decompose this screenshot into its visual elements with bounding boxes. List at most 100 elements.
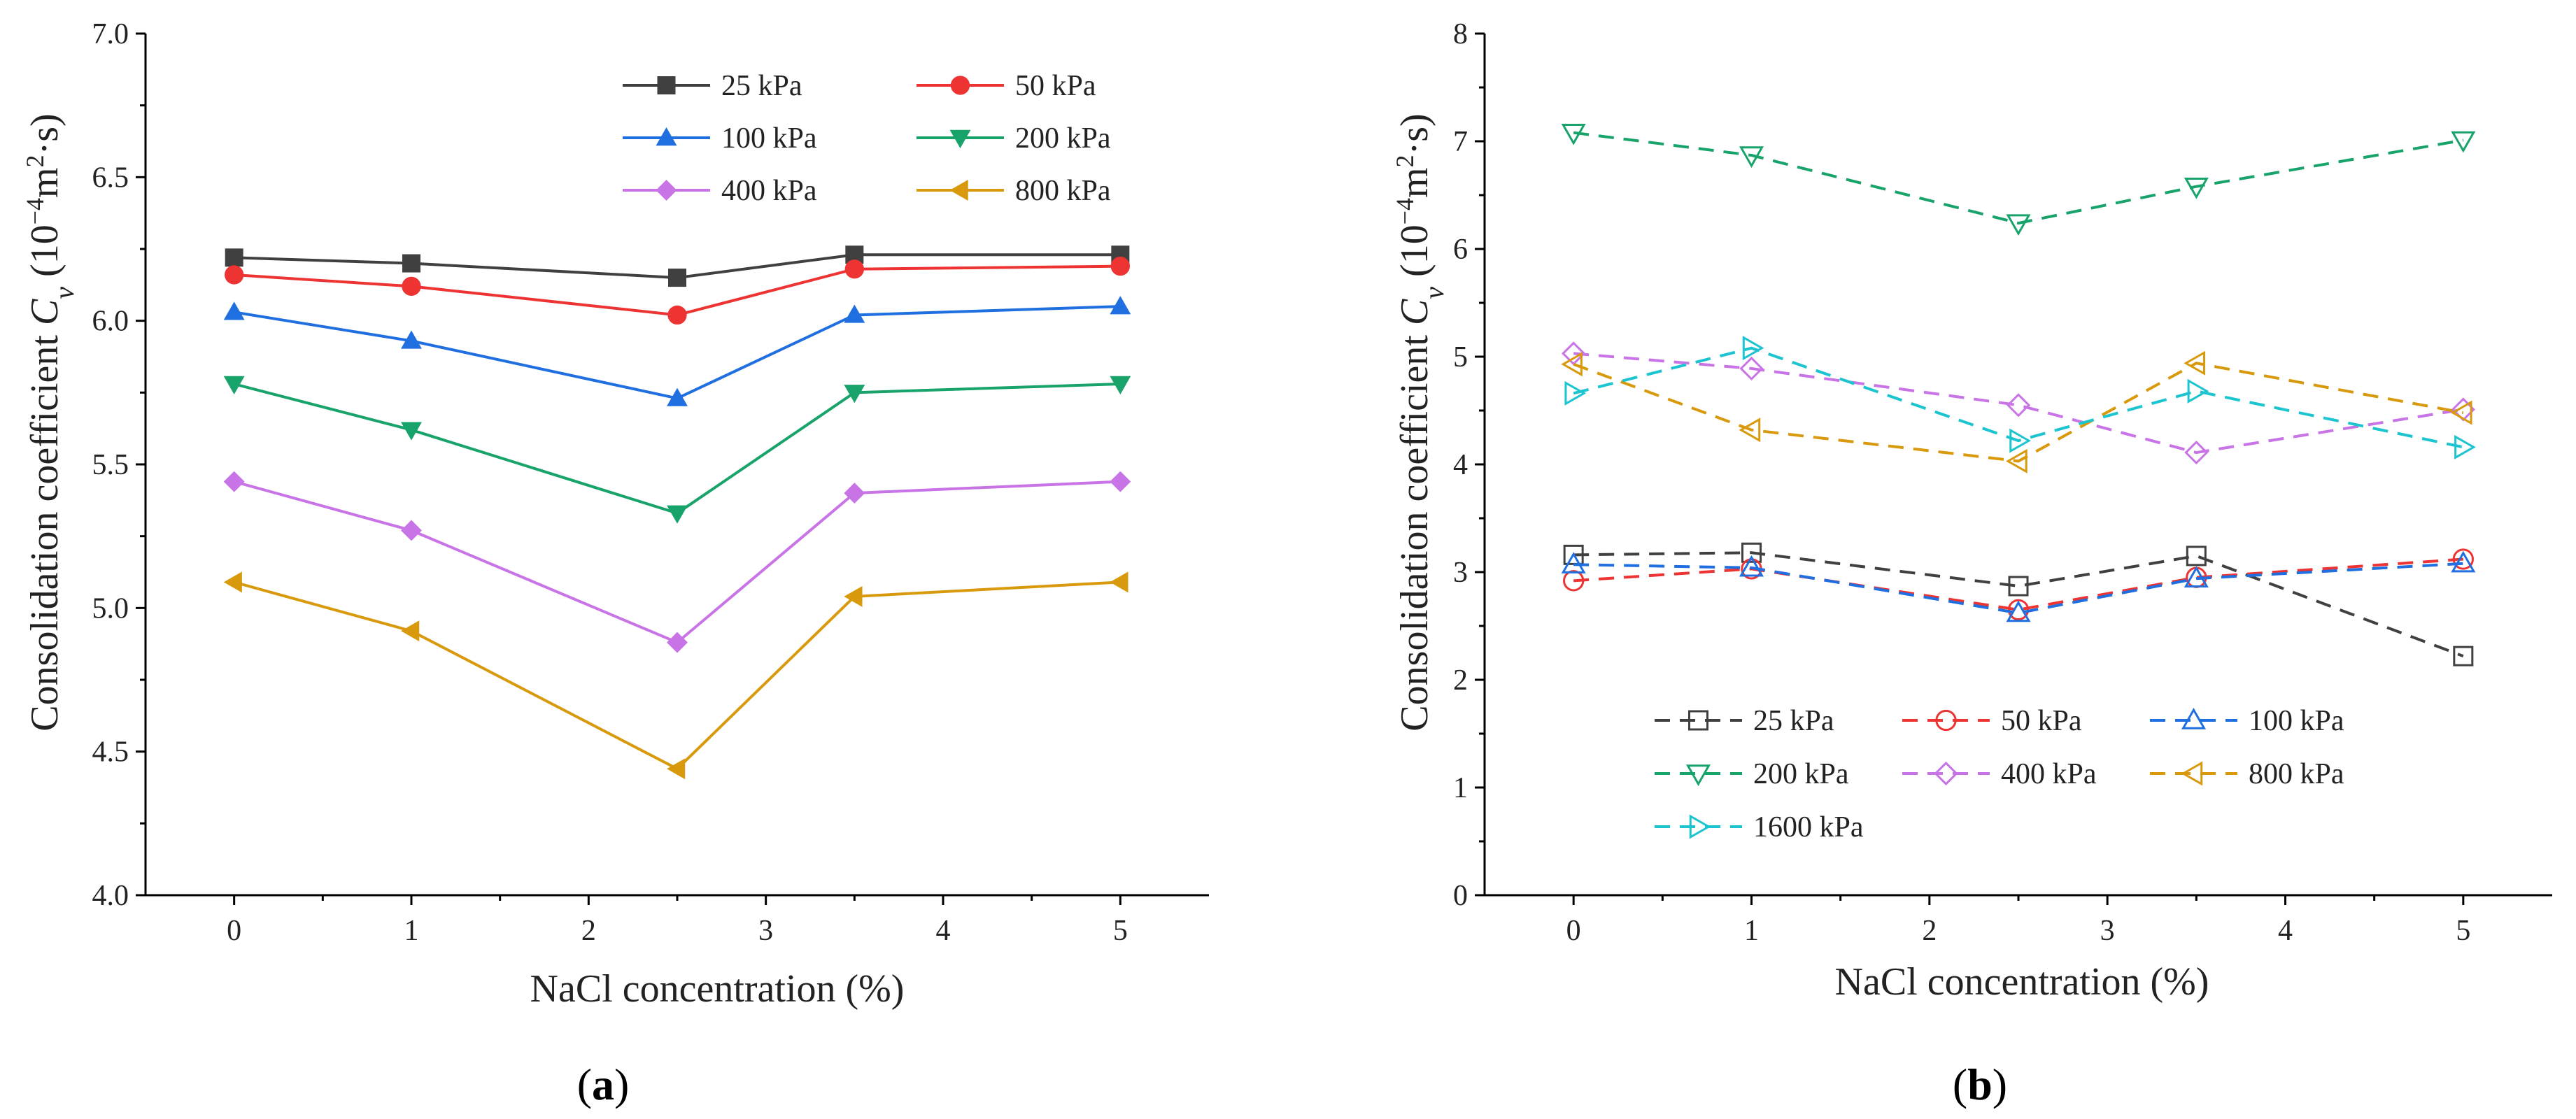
data-point	[844, 304, 865, 323]
legend-item: 100 kPa	[2150, 705, 2344, 737]
data-point	[1563, 544, 1584, 565]
data-point	[1561, 352, 1583, 377]
series-line	[1573, 557, 2463, 611]
legend-marker	[950, 76, 970, 95]
data-point	[2450, 400, 2472, 425]
data-point	[223, 571, 242, 593]
y-tick-label: 6	[1453, 234, 1468, 266]
data-point	[401, 330, 422, 349]
data-point	[1561, 123, 1586, 145]
series-line	[1573, 131, 2464, 225]
data-point	[401, 422, 422, 441]
y-tick-label: 4.5	[92, 736, 129, 769]
data-point	[667, 505, 688, 524]
data-point	[2451, 131, 2476, 153]
data-point	[401, 520, 422, 541]
data-point	[1110, 471, 1131, 492]
data-point	[223, 471, 245, 492]
y-tick-label: 6.0	[92, 306, 129, 338]
data-point	[2184, 177, 2209, 199]
data-point	[844, 259, 864, 279]
data-point	[2008, 576, 2029, 597]
data-point	[667, 632, 688, 653]
y-tick-label: 6.5	[92, 162, 129, 194]
data-point	[401, 620, 420, 642]
legend-marker	[1934, 761, 1958, 786]
data-point	[402, 276, 421, 297]
data-point	[1739, 356, 1764, 381]
legend-item: 200 kPa	[917, 122, 1111, 155]
series-line	[1573, 562, 2463, 615]
x-tick-label: 0	[227, 915, 241, 947]
x-tick-label: 2	[1922, 915, 1937, 947]
legend-marker	[949, 180, 968, 201]
legend-marker	[656, 180, 677, 201]
y-tick-label: 7	[1453, 126, 1468, 158]
data-point	[844, 483, 865, 504]
x-tick-label: 5	[2456, 915, 2470, 947]
data-point	[2006, 214, 2031, 236]
x-tick-label: 1	[1744, 915, 1759, 947]
data-point	[223, 301, 245, 320]
data-point	[2187, 378, 2209, 404]
data-point	[1739, 555, 1764, 577]
legend-marker	[1688, 710, 1708, 731]
legend: 25 kPa 50 kPa 100 kPa 200 kPa 400 kPa 800 kPa…	[1655, 705, 2344, 843]
legend-label: 400 kPa	[2001, 758, 2097, 790]
legend-label: 400 kPa	[721, 175, 817, 207]
data-point	[2453, 646, 2474, 667]
series-line	[1573, 346, 2464, 449]
data-point	[2454, 434, 2476, 459]
y-tick-label: 2	[1453, 664, 1468, 697]
data-point	[225, 265, 244, 285]
series-200-kpa	[223, 376, 1131, 524]
legend-item: 200 kPa	[1655, 758, 1849, 790]
series-line	[1573, 352, 2464, 455]
data-point	[667, 758, 686, 780]
chart-panel-a: Consolidation coefficient Cv (10−4m2·s) …	[21, 18, 1209, 1109]
y-tick-label: 3	[1453, 557, 1468, 589]
series-100-kpa	[223, 296, 1131, 406]
legend-label: 200 kPa	[1015, 122, 1111, 155]
series-800-kpa	[1561, 350, 2472, 473]
legend-label: 100 kPa	[721, 122, 817, 155]
data-point	[1110, 571, 1128, 593]
legend-item: 800 kPa	[917, 175, 1111, 207]
legend-label: 50 kPa	[1015, 70, 1096, 102]
x-tick-label: 3	[758, 915, 773, 947]
x-tick-label: 4	[2278, 915, 2293, 947]
legend-item: 25 kPa	[1655, 705, 1834, 737]
x-tick-label: 1	[404, 915, 419, 947]
legend-marker	[1935, 709, 1957, 732]
legend-label: 25 kPa	[1753, 705, 1834, 737]
series-100-kpa	[1561, 550, 2476, 622]
data-point	[667, 387, 688, 406]
y-tick-label: 0	[1453, 880, 1468, 912]
data-point	[1110, 256, 1130, 276]
data-point	[1742, 336, 1764, 361]
legend-label: 50 kPa	[2001, 705, 2082, 737]
data-point	[1563, 570, 1585, 592]
series-1600-kpa	[1564, 336, 2476, 459]
y-tick-label: 8	[1453, 18, 1468, 50]
legend-label: 800 kPa	[1015, 175, 1111, 207]
data-point	[1561, 552, 1586, 573]
y-tick-label: 7.0	[92, 18, 129, 50]
x-axis-label: NaCl concentration (%)	[1835, 960, 2209, 1004]
legend-item: 400 kPa	[623, 175, 817, 207]
legend-marker	[949, 129, 971, 148]
y-axis-label: Consolidation coefficient Cv (10−4m2·s)	[21, 113, 80, 731]
y-tick-label: 5.0	[92, 592, 129, 625]
y-tick-label: 4.0	[92, 880, 129, 912]
data-point	[2006, 600, 2031, 622]
series-line	[1573, 362, 2464, 463]
series-line	[234, 580, 1121, 771]
y-tick-label: 5.5	[92, 449, 129, 481]
legend-item: 800 kPa	[2150, 758, 2344, 790]
y-axis-label: Consolidation coefficient Cv (10−4m2·s)	[1391, 113, 1450, 731]
legend-item: 100 kPa	[623, 122, 817, 155]
data-point	[2184, 440, 2209, 465]
data-point	[2006, 448, 2027, 473]
legend-item: 50 kPa	[1902, 705, 2082, 737]
